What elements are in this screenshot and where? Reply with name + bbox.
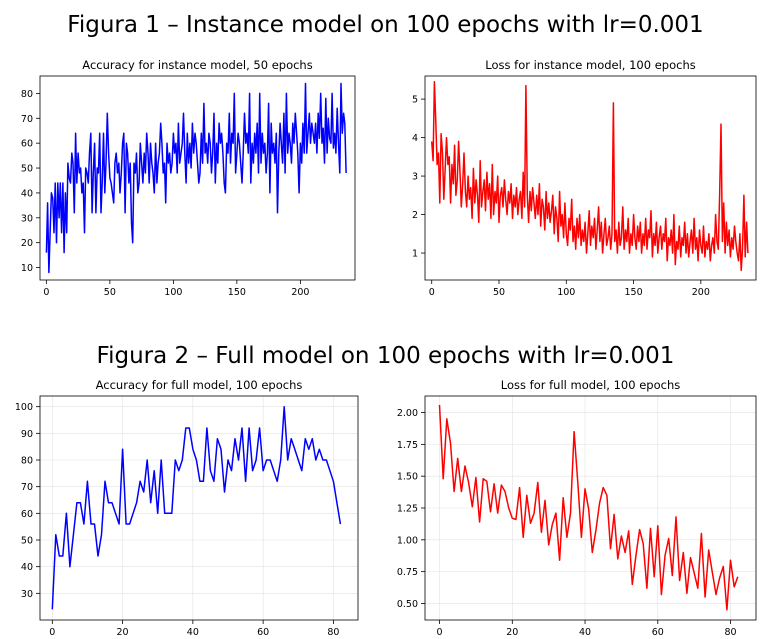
y-tick-label: 0.50	[397, 599, 418, 610]
y-tick-label: 60	[21, 139, 33, 150]
y-tick-label: 4	[412, 133, 418, 144]
y-tick-label: 1	[412, 249, 418, 260]
x-tick-label: 150	[624, 287, 642, 298]
y-tick-label: 80	[21, 456, 33, 467]
y-tick-label: 70	[21, 482, 33, 493]
y-tick-label: 60	[21, 509, 33, 520]
x-tick-label: 100	[164, 287, 182, 298]
y-tick-label: 1.00	[397, 535, 418, 546]
y-tick-label: 1.25	[397, 504, 418, 515]
x-tick-label: 100	[557, 287, 575, 298]
y-tick-label: 1.50	[397, 472, 418, 483]
chart-title: Loss for full model, 100 epochs	[501, 378, 680, 392]
y-tick-label: 2.00	[397, 408, 418, 419]
loss-full-chart: Loss for full model, 100 epochs 0 20 40 60 80…	[397, 378, 757, 638]
plot-frame	[39, 75, 356, 281]
y-tick-label: 2	[412, 210, 418, 221]
y-tick-label: 100	[15, 402, 33, 413]
y-tick-label: 1.75	[397, 440, 418, 451]
y-tick-label: 40	[21, 188, 33, 199]
x-tick-label: 60	[257, 627, 269, 638]
x-tick-label: 200	[692, 287, 710, 298]
y-tick-label: 30	[21, 589, 33, 600]
y-tick-label: 70	[21, 114, 33, 125]
y-tick-label: 50	[21, 164, 33, 175]
y-tick-label: 0.75	[397, 567, 418, 578]
y-tick-label: 50	[21, 536, 33, 547]
x-tick-label: 50	[493, 287, 505, 298]
x-tick-label: 40	[187, 627, 199, 638]
x-tick-label: 0	[437, 627, 443, 638]
x-tick-label: 200	[291, 287, 309, 298]
chart-title: Loss for instance model, 100 epochs	[485, 58, 695, 72]
plot-frame	[424, 75, 757, 281]
chart-title: Accuracy for full model, 100 epochs	[96, 378, 303, 392]
accuracy-full-chart: Accuracy for full model, 100 epochs 0 20 40…	[15, 378, 359, 638]
chart-title: Accuracy for instance model, 50 epochs	[82, 58, 312, 72]
x-tick-label: 0	[43, 287, 49, 298]
x-tick-label: 50	[104, 287, 116, 298]
y-tick-label: 30	[21, 213, 33, 224]
x-tick-label: 150	[228, 287, 246, 298]
x-tick-label: 0	[429, 287, 435, 298]
x-tick-label: 80	[327, 627, 339, 638]
plot-frame	[39, 395, 359, 621]
x-tick-label: 20	[117, 627, 129, 638]
x-tick-label: 20	[506, 627, 518, 638]
series-line	[51, 405, 342, 610]
series-line	[45, 82, 347, 274]
accuracy-instance-chart: Accuracy for instance model, 50 epochs 0 5…	[21, 58, 356, 298]
series-line	[438, 404, 739, 611]
y-tick-label: 20	[21, 238, 33, 249]
figure-2-title: Figura 2 – Full model on 100 epochs with…	[96, 343, 675, 369]
x-tick-label: 0	[49, 627, 55, 638]
y-tick-label: 90	[21, 429, 33, 440]
series-line	[430, 81, 749, 272]
x-tick-label: 80	[724, 627, 736, 638]
y-tick-label: 40	[21, 562, 33, 573]
y-tick-label: 5	[412, 95, 418, 106]
x-tick-label: 60	[652, 627, 664, 638]
y-tick-label: 10	[21, 263, 33, 274]
y-tick-label: 3	[412, 172, 418, 183]
loss-instance-chart: Loss for instance model, 100 epochs 0 50 10…	[412, 58, 757, 298]
x-tick-label: 40	[579, 627, 591, 638]
y-tick-label: 80	[21, 89, 33, 100]
figure-1-title: Figura 1 – Instance model on 100 epochs …	[67, 12, 704, 38]
